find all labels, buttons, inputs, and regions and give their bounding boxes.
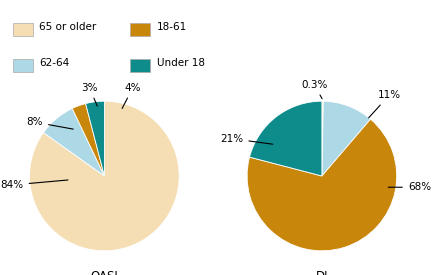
- Wedge shape: [247, 119, 396, 251]
- Wedge shape: [30, 101, 179, 251]
- Text: 18-61: 18-61: [156, 23, 187, 32]
- Text: 84%: 84%: [0, 180, 68, 190]
- Wedge shape: [321, 101, 322, 176]
- Wedge shape: [85, 101, 104, 176]
- Title: OASI: OASI: [90, 270, 118, 275]
- Text: 11%: 11%: [368, 90, 400, 118]
- Wedge shape: [72, 104, 104, 176]
- Text: 3%: 3%: [81, 83, 98, 106]
- Text: 8%: 8%: [26, 117, 73, 129]
- Text: 62-64: 62-64: [39, 58, 69, 68]
- Wedge shape: [249, 101, 321, 176]
- Title: DI: DI: [315, 270, 327, 275]
- Text: 0.3%: 0.3%: [300, 80, 327, 99]
- Wedge shape: [43, 108, 104, 176]
- Text: 65 or older: 65 or older: [39, 23, 96, 32]
- Text: 68%: 68%: [388, 182, 430, 192]
- Text: 21%: 21%: [220, 134, 272, 144]
- Text: Under 18: Under 18: [156, 58, 204, 68]
- Text: 4%: 4%: [122, 83, 141, 108]
- Wedge shape: [321, 101, 370, 176]
